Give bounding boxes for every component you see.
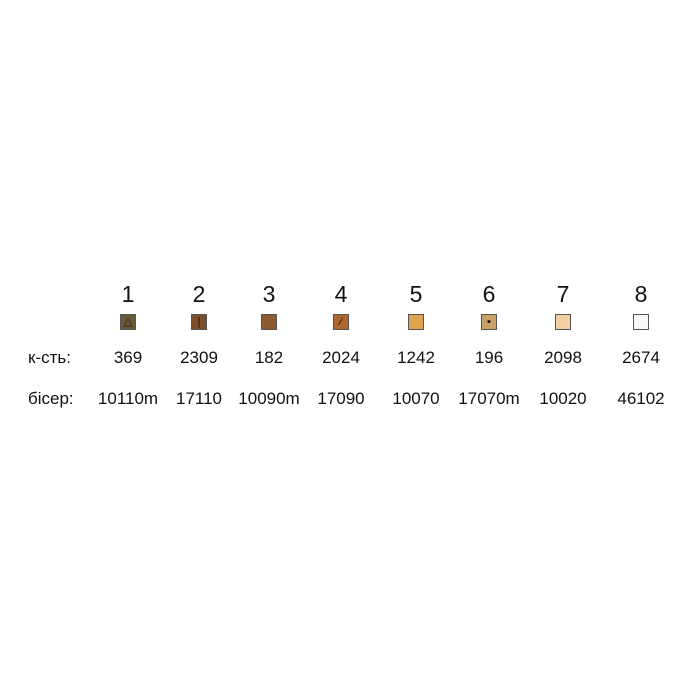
color-number: 7 (556, 281, 570, 307)
count-label: к-сть: (28, 348, 71, 367)
color-swatch (408, 314, 424, 330)
bead-code: 46102 (617, 389, 665, 408)
color-number: 6 (482, 281, 496, 307)
vertical-line-icon: | (197, 315, 201, 328)
bead-code: 17070m (458, 389, 520, 408)
color-number: 1 (121, 281, 135, 307)
bead-code: 10070 (392, 389, 440, 408)
bead-count: 2309 (180, 348, 218, 367)
color-number: 3 (262, 281, 276, 307)
bead-count: 2674 (622, 348, 660, 367)
bead-code: 10090m (238, 389, 300, 408)
bead-code: 17090 (317, 389, 365, 408)
slash-icon: ∕ (340, 315, 342, 328)
color-swatch: △ (120, 314, 136, 330)
color-swatch (555, 314, 571, 330)
color-swatch (633, 314, 649, 330)
bead-code: 10020 (539, 389, 587, 408)
color-swatch (261, 314, 277, 330)
beads-label: бісер: (28, 389, 74, 408)
color-number: 5 (409, 281, 423, 307)
bead-count: 369 (113, 348, 143, 367)
bead-code: 10110m (97, 389, 159, 408)
bead-code: 17110 (175, 389, 223, 408)
bead-count: 182 (254, 348, 284, 367)
color-swatch: ∕ (333, 314, 349, 330)
dot-icon: ▪ (487, 315, 491, 328)
color-number: 4 (334, 281, 348, 307)
bead-count: 2098 (544, 348, 582, 367)
color-number: 8 (634, 281, 648, 307)
color-number: 2 (192, 281, 206, 307)
color-swatch: ▪ (481, 314, 497, 330)
bead-count: 196 (474, 348, 504, 367)
bead-count: 2024 (322, 348, 360, 367)
triangle-icon: △ (123, 315, 133, 328)
bead-count: 1242 (397, 348, 435, 367)
color-swatch: | (191, 314, 207, 330)
